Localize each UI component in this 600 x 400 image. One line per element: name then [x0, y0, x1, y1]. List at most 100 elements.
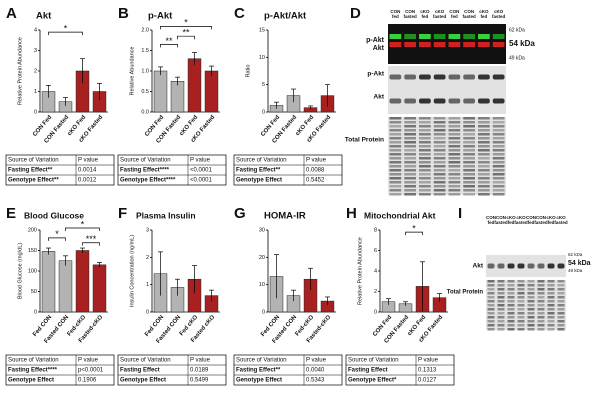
- row-label: Total Protein: [345, 137, 384, 144]
- blot-band: [389, 42, 402, 47]
- table-cell: 0.0127: [418, 378, 437, 384]
- lane-smear: [448, 145, 461, 148]
- blot-band: [492, 34, 505, 39]
- blot-band: [389, 34, 402, 39]
- y-axis-label: Insulin Concentration (ng/mL): [129, 235, 135, 307]
- bar: [92, 264, 107, 313]
- lane-smear: [517, 328, 525, 331]
- lane-smear: [478, 177, 490, 180]
- table-header: P value: [418, 358, 439, 364]
- lane-smear: [497, 288, 505, 291]
- table-cell: Genotype Effect: [236, 378, 282, 384]
- table-header: P value: [306, 158, 327, 164]
- lane-smear: [478, 193, 490, 196]
- lane-smear: [487, 312, 495, 315]
- y-axis-label: Relative Protein Abundance: [357, 237, 363, 305]
- lane-label: cKO: [506, 215, 516, 220]
- lane-smear: [389, 165, 402, 168]
- table-cell: 0.0040: [306, 368, 325, 374]
- lane-smear: [537, 288, 545, 291]
- lane-smear: [487, 296, 495, 299]
- table-cell: 0.5452: [306, 178, 325, 184]
- y-tick-label: 2: [34, 68, 37, 74]
- lane-smear: [527, 312, 535, 315]
- lane-smear: [478, 141, 490, 144]
- panel-letter: A: [6, 5, 17, 22]
- significance-label: *: [64, 23, 68, 33]
- lane-label: fed: [488, 220, 495, 225]
- lane-smear: [419, 185, 431, 188]
- lane-smear: [492, 129, 505, 132]
- lane-smear: [463, 181, 475, 184]
- lane-smear: [487, 288, 495, 291]
- lane-label: cKO: [546, 215, 556, 220]
- lane-smear: [478, 129, 490, 132]
- lane-smear: [448, 137, 461, 140]
- panel-letter: F: [118, 205, 127, 222]
- lane-smear: [404, 177, 416, 180]
- lane-label: cKO: [420, 9, 430, 14]
- marker-label: 62 kDa: [568, 252, 583, 257]
- lane-smear: [448, 149, 461, 152]
- blot-band: [478, 34, 490, 39]
- lane-smear: [463, 141, 475, 144]
- row-label: Total Protein: [447, 290, 484, 296]
- lane-smear: [433, 129, 446, 132]
- y-tick-label: 2: [146, 255, 149, 261]
- lane-smear: [433, 125, 446, 128]
- lane-smear: [507, 296, 515, 299]
- lane-smear: [527, 300, 535, 303]
- bar: [153, 70, 168, 113]
- lane-smear: [547, 284, 555, 287]
- lane-smear: [517, 316, 525, 319]
- blot-band: [389, 74, 402, 80]
- lane-smear: [517, 308, 525, 311]
- stats-table: [5, 154, 115, 186]
- lane-smear: [389, 149, 402, 152]
- significance-label: **: [182, 28, 190, 38]
- lane-label: fed: [548, 220, 555, 225]
- lane-smear: [547, 288, 555, 291]
- significance-bracket: [177, 35, 195, 40]
- table-header: P value: [78, 158, 99, 164]
- lane-smear: [448, 157, 461, 160]
- lane-smear: [487, 324, 495, 327]
- lane-smear: [478, 157, 490, 160]
- lane-smear: [492, 117, 505, 120]
- lane-smear: [404, 181, 416, 184]
- lane-smear: [492, 165, 505, 168]
- y-tick-label: 2: [374, 289, 377, 295]
- lane-label: CON: [486, 215, 496, 220]
- lane-label: cKO: [479, 9, 489, 14]
- lane-smear: [448, 117, 461, 120]
- lane-smear: [497, 304, 505, 307]
- lane-smear: [487, 308, 495, 311]
- bar: [41, 251, 56, 313]
- lane-label: fed: [392, 14, 399, 19]
- panel-letter: H: [346, 205, 357, 222]
- lane-smear: [478, 149, 490, 152]
- lane-smear: [537, 312, 545, 315]
- lane-smear: [389, 125, 402, 128]
- lane-smear: [419, 125, 431, 128]
- lane-smear: [507, 300, 515, 303]
- lane-smear: [448, 193, 461, 196]
- row-label: Akt: [373, 45, 385, 52]
- lane-smear: [463, 177, 475, 180]
- lane-smear: [492, 173, 505, 176]
- significance-bracket: [48, 31, 83, 36]
- bar: [170, 81, 185, 113]
- blot-band: [478, 98, 490, 104]
- chart-title: p-Akt/Akt: [264, 11, 307, 22]
- lane-smear: [497, 308, 505, 311]
- lane-smear: [389, 145, 402, 148]
- lane-label: fasted: [534, 220, 548, 225]
- y-tick-label: 0: [374, 309, 377, 315]
- blot-band: [433, 42, 446, 47]
- lane-smear: [463, 165, 475, 168]
- lane-smear: [404, 153, 416, 156]
- lane-smear: [433, 157, 446, 160]
- lane-smear: [389, 193, 402, 196]
- y-tick-label: 2.0: [141, 27, 149, 33]
